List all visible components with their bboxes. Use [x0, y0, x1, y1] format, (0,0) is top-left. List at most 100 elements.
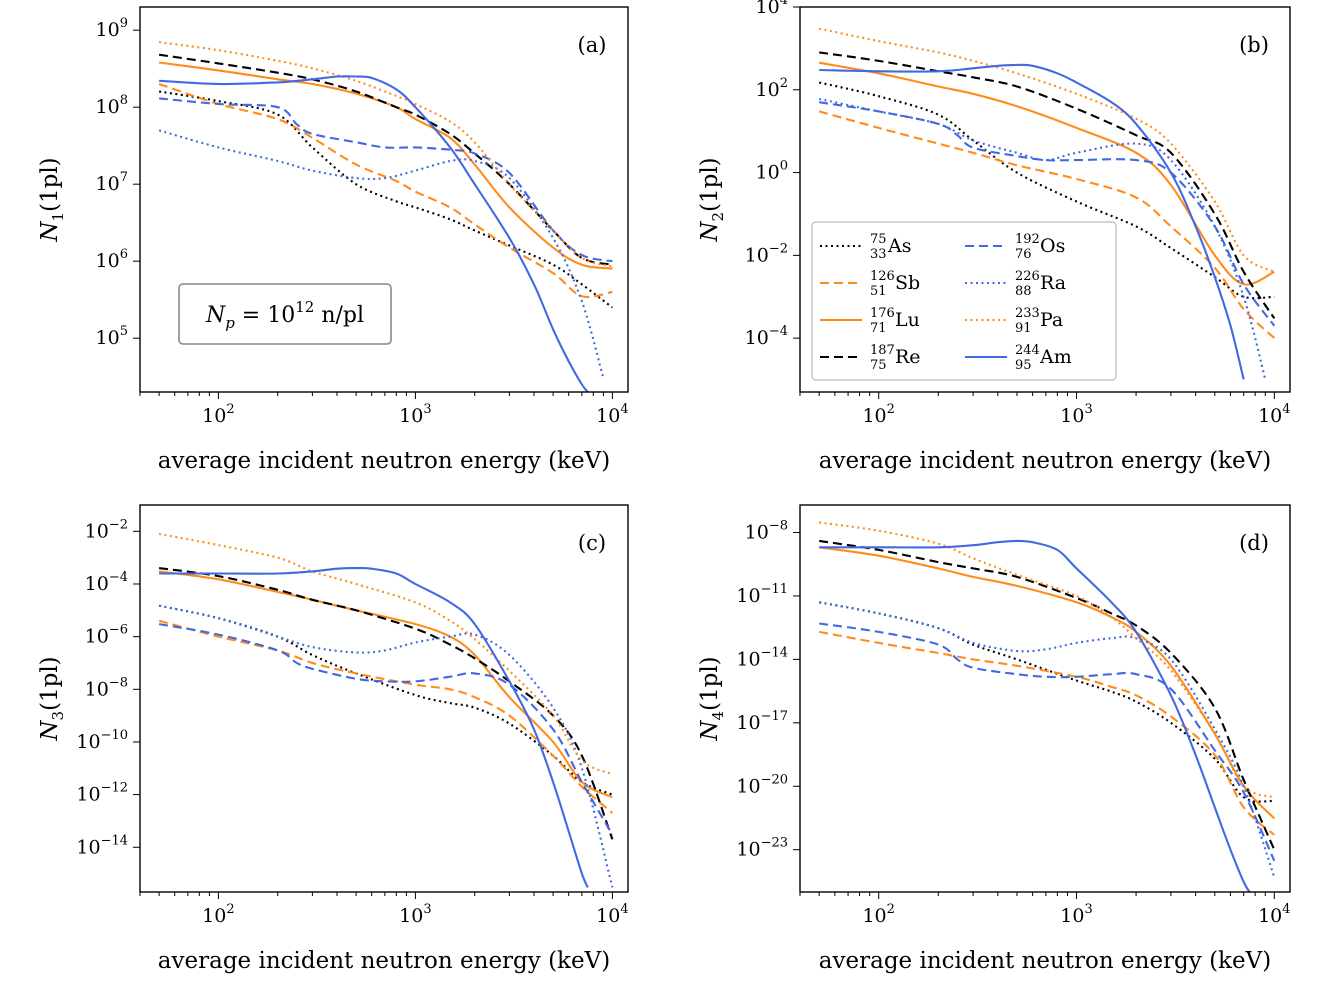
y-tick-label: 102: [756, 76, 788, 101]
series-line-as: [158, 90, 614, 309]
panel-b: 102 103 104 10−4 10−2 100 102 104 average incide…: [697, 0, 1291, 474]
panel-label: (c): [578, 531, 606, 555]
legend-z: 88: [1015, 284, 1032, 299]
legend-box: [811, 221, 1117, 381]
y-tick-label: 100: [756, 159, 788, 184]
y-tick-label: 105: [96, 324, 128, 349]
y-tick-label: 10−10: [76, 728, 128, 753]
series-line-pa: [818, 27, 1275, 273]
series-line-lu: [158, 61, 613, 270]
x-tick-label: 103: [399, 402, 431, 427]
y-tick-label: 10−20: [736, 772, 788, 797]
legend-mass: 176: [870, 306, 895, 321]
series-group: [818, 27, 1276, 380]
series-line-re: [158, 53, 613, 266]
y-tick-label: 10−12: [76, 781, 128, 806]
x-axis-label: average incident neutron energy (keV): [819, 448, 1271, 474]
series-line-re: [158, 567, 614, 840]
panel-label: (b): [1239, 33, 1269, 57]
series-line-as: [818, 81, 1275, 300]
y-tick-label: 10−8: [85, 675, 128, 700]
series-line-os: [159, 97, 613, 263]
series-line-pa: [158, 532, 613, 776]
legend-z: 95: [1015, 358, 1032, 373]
series-line-re: [819, 539, 1276, 851]
x-tick-label: 104: [1258, 402, 1290, 427]
x-tick-label: 103: [1060, 902, 1092, 927]
y-tick-label: 108: [96, 93, 128, 118]
series-line-am: [819, 63, 1245, 380]
legend-mass: 75: [870, 232, 887, 247]
x-tick-label: 103: [1060, 402, 1092, 427]
series-group: [158, 532, 614, 888]
series-line-am: [159, 75, 589, 392]
y-tick-label: 10−14: [76, 833, 128, 858]
annotation-text: Np = 1012 n/pl: [205, 298, 364, 332]
legend-symbol: Pa: [1040, 309, 1063, 331]
series-line-sb: [158, 83, 613, 299]
series-line-pa: [819, 521, 1275, 799]
y-axis-label: N1(1pl): [37, 157, 67, 242]
legend-symbol: Os: [1040, 235, 1065, 257]
series-line-as: [819, 601, 1275, 803]
x-axis-label: average incident neutron energy (keV): [819, 948, 1271, 974]
legend-mass: 192: [1015, 232, 1040, 247]
x-axis-label: average incident neutron energy (keV): [158, 948, 610, 974]
series-line-as: [158, 604, 613, 796]
legend-mass: 126: [870, 269, 895, 284]
x-axis-label: average incident neutron energy (keV): [158, 448, 610, 474]
x-tick-label: 102: [202, 902, 234, 927]
legend-z: 76: [1015, 247, 1032, 262]
y-tick-label: 10−2: [745, 241, 788, 266]
legend-symbol: As: [887, 235, 911, 257]
y-tick-label: 10−14: [736, 645, 788, 670]
x-tick-label: 102: [862, 402, 894, 427]
y-tick-label: 109: [96, 16, 128, 41]
y-tick-label: 10−11: [736, 582, 788, 607]
y-tick-label: 10−2: [85, 517, 128, 542]
x-tick-label: 102: [202, 402, 234, 427]
series-line-lu: [158, 570, 613, 799]
series-line-am: [159, 567, 589, 888]
series-line-re: [819, 51, 1276, 319]
series-line-pa: [158, 41, 613, 268]
legend-mass: 244: [1015, 343, 1040, 358]
series-line-os: [819, 622, 1276, 862]
legend-z: 33: [870, 247, 887, 262]
x-tick-label: 104: [596, 402, 628, 427]
legend-symbol: Sb: [895, 272, 920, 294]
x-tick-label: 104: [1258, 902, 1290, 927]
y-axis-label: N2(1pl): [697, 157, 727, 242]
series-line-sb: [819, 630, 1276, 836]
plot-frame: [139, 504, 629, 893]
legend-symbol: Lu: [895, 309, 920, 331]
series-line-ra: [818, 97, 1267, 380]
legend-z: 71: [870, 321, 887, 336]
series-line-ra: [158, 604, 614, 888]
panel-label: (d): [1239, 531, 1269, 555]
legend-z: 91: [1015, 321, 1032, 336]
legend-symbol: Re: [895, 346, 921, 368]
y-tick-label: 10−17: [736, 709, 788, 734]
plot-frame: [799, 6, 1291, 393]
series-line-am: [819, 539, 1251, 892]
plot-frame: [799, 504, 1291, 893]
y-tick-label: 106: [96, 247, 128, 272]
legend-symbol: Am: [1039, 346, 1072, 368]
x-tick-label: 102: [862, 902, 894, 927]
legend-mass: 233: [1015, 306, 1040, 321]
x-tick-label: 103: [399, 902, 431, 927]
plot-frame: [139, 6, 629, 393]
y-axis-label: N4(1pl): [697, 656, 727, 741]
panel-label: (a): [578, 33, 607, 57]
series-line-os: [158, 623, 614, 836]
annotation-box: [178, 283, 392, 345]
series-line-ra: [819, 601, 1276, 878]
legend-symbol: Ra: [1040, 272, 1066, 294]
panel-c: 102 103 104 10−14 10−12 10−10 10−8 10−6 10−4 10−2…: [37, 504, 629, 974]
y-tick-label: 104: [756, 0, 788, 18]
legend-z: 75: [870, 358, 887, 373]
legend-mass: 187: [870, 343, 895, 358]
